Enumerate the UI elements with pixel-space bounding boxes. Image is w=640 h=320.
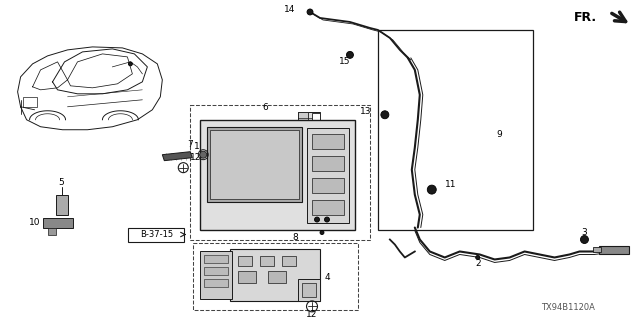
Text: 11: 11 xyxy=(445,180,456,189)
Bar xyxy=(238,271,256,284)
Text: FR.: FR. xyxy=(574,12,597,24)
Bar xyxy=(312,200,344,215)
Circle shape xyxy=(476,255,479,260)
Text: 10: 10 xyxy=(29,218,40,227)
Bar xyxy=(204,268,228,276)
Circle shape xyxy=(580,236,588,244)
Bar xyxy=(312,113,320,125)
Bar xyxy=(200,252,232,300)
Bar xyxy=(210,130,299,199)
Bar xyxy=(238,256,252,267)
Bar xyxy=(43,218,72,228)
Bar xyxy=(600,245,629,254)
Text: 13: 13 xyxy=(360,107,372,116)
Text: 4: 4 xyxy=(325,273,331,282)
Text: 14: 14 xyxy=(284,5,295,14)
Bar xyxy=(268,271,286,284)
Text: TX94B1120A: TX94B1120A xyxy=(541,303,595,312)
Bar xyxy=(204,279,228,287)
Text: 2: 2 xyxy=(475,259,481,268)
Text: 12: 12 xyxy=(307,310,317,319)
Polygon shape xyxy=(163,152,192,161)
Bar xyxy=(312,134,344,149)
Circle shape xyxy=(324,217,330,222)
Text: 3: 3 xyxy=(582,228,588,237)
Circle shape xyxy=(129,62,132,66)
Bar xyxy=(230,250,320,301)
Bar xyxy=(260,256,274,267)
Bar xyxy=(190,105,370,239)
Circle shape xyxy=(200,151,207,158)
Bar xyxy=(298,112,320,126)
Circle shape xyxy=(314,217,319,222)
Bar xyxy=(129,228,184,242)
Text: 5: 5 xyxy=(59,178,65,187)
Circle shape xyxy=(381,111,389,119)
Bar xyxy=(302,284,316,297)
Text: 1: 1 xyxy=(195,142,200,151)
Bar xyxy=(298,112,308,126)
Text: 8: 8 xyxy=(292,233,298,242)
Bar xyxy=(593,247,602,252)
Bar xyxy=(282,256,296,267)
Circle shape xyxy=(346,52,353,58)
Text: 15: 15 xyxy=(339,57,351,66)
Text: 7: 7 xyxy=(188,140,193,149)
Bar xyxy=(56,195,67,215)
Bar xyxy=(312,178,344,193)
Text: 12: 12 xyxy=(189,153,201,162)
Text: B-37-15: B-37-15 xyxy=(140,230,173,239)
Bar xyxy=(298,279,320,301)
Bar xyxy=(22,97,36,107)
Bar xyxy=(193,243,358,310)
Circle shape xyxy=(428,185,436,194)
Circle shape xyxy=(320,230,324,235)
Bar xyxy=(47,228,56,235)
Text: 6: 6 xyxy=(262,103,268,112)
Bar xyxy=(204,255,228,263)
Bar xyxy=(307,128,349,222)
Circle shape xyxy=(307,9,313,15)
Text: 9: 9 xyxy=(497,130,502,139)
Bar xyxy=(200,120,355,229)
Bar xyxy=(312,156,344,171)
Bar xyxy=(207,127,302,202)
Bar xyxy=(378,30,532,229)
